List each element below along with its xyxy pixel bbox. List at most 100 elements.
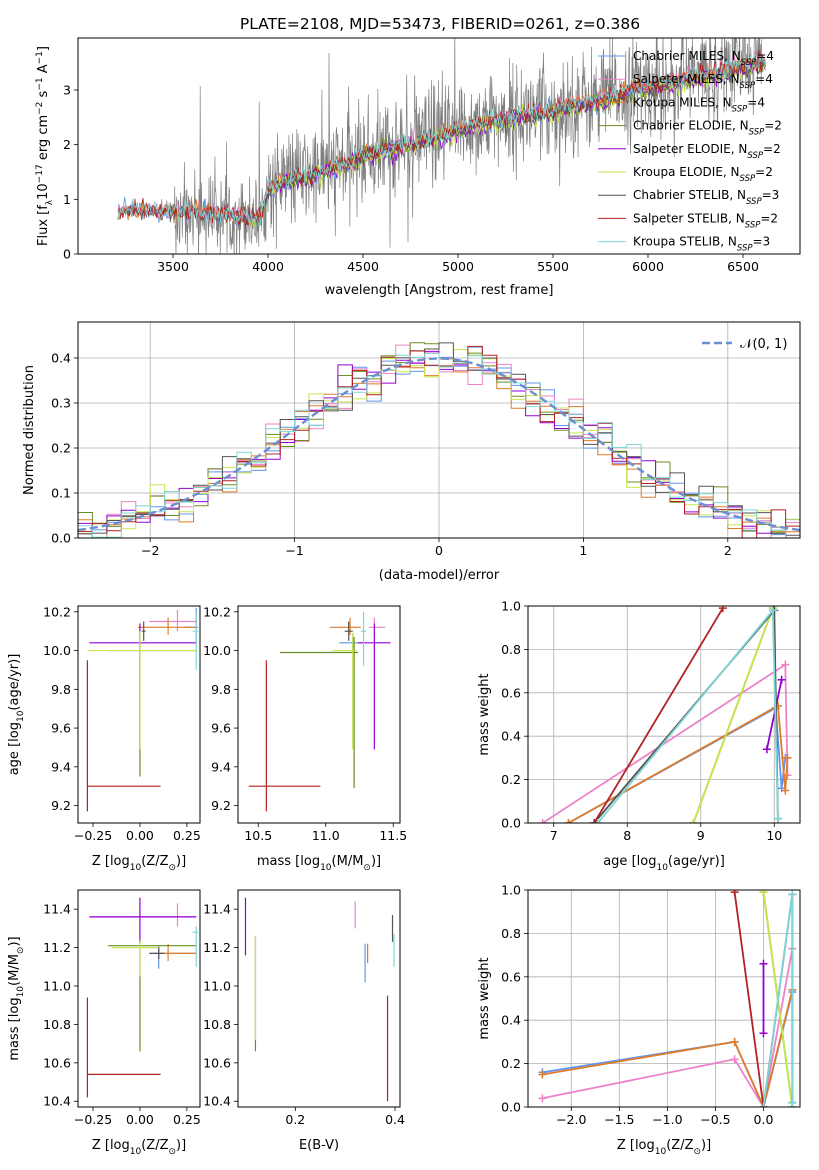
observed-spectrum xyxy=(117,38,762,254)
weight-point xyxy=(730,890,739,897)
x-tick-label: 0.00 xyxy=(126,1112,154,1127)
errorbar-salpeter-stelib xyxy=(86,997,161,1098)
weight-line xyxy=(542,948,794,1107)
weight-line xyxy=(597,607,779,823)
x-tick-label: −1.0 xyxy=(652,1112,682,1127)
y-tick-label: 10.0 xyxy=(43,643,71,658)
errorbar-kroupa-stelib xyxy=(192,926,199,967)
x-axis-label-mass_z: Z [log10(Z/Z⊙)] xyxy=(92,1138,186,1157)
weight-point xyxy=(759,1029,768,1038)
x-tick-label: 0.00 xyxy=(126,828,154,843)
y-tick-label: 9.4 xyxy=(51,759,71,774)
weight-point xyxy=(759,1103,768,1107)
x-tick-label: 8 xyxy=(623,828,631,843)
y-tick-label: 11.0 xyxy=(43,979,71,994)
errorbar-chabrier-stelib xyxy=(149,947,165,960)
y-tick-label: 9.2 xyxy=(51,798,71,813)
x-tick-label: 5500 xyxy=(537,259,569,274)
y-tick-label: 0.1 xyxy=(51,486,71,501)
weight-line xyxy=(542,989,794,1107)
y-tick-label: 0.3 xyxy=(51,396,71,411)
errorbar-salpeter-miles xyxy=(93,903,197,927)
x-axis-label-age_z: Z [log10(Z/Z⊙)] xyxy=(92,854,186,873)
x-axis-label-mass_ebv: E(B-V) xyxy=(299,1138,339,1153)
errorbar-kroupa-elodie xyxy=(87,631,197,750)
weight-series-salpeter-stelib xyxy=(590,606,727,823)
y-tick-label: 0.6 xyxy=(501,969,521,984)
x-tick-label: −1 xyxy=(285,543,303,558)
y-tick-label: 2 xyxy=(63,137,71,152)
axes-frame xyxy=(77,321,801,539)
axes-frame xyxy=(527,889,801,1108)
residual-histogram-kroupa-elodie xyxy=(78,349,800,538)
legend-entry: Kroupa MILES, NSSP=4 xyxy=(633,95,765,114)
weight-point xyxy=(783,753,792,762)
x-tick-label: −1.5 xyxy=(604,1112,634,1127)
panel-mass_z: −0.25 0.00 0.25 10.4 10.6 10.8 11.0 11.2 11.4 xyxy=(43,889,201,1127)
y-tick-label: 10.8 xyxy=(203,1017,231,1032)
axes-frame xyxy=(237,605,401,824)
x-tick-label: 7 xyxy=(550,828,558,843)
weight-point xyxy=(730,1037,739,1046)
y-tick-label: 9.8 xyxy=(211,682,231,697)
x-tick-label: 6000 xyxy=(632,259,664,274)
y-tick-label: 0 xyxy=(63,247,71,262)
y-tick-label: 9.2 xyxy=(211,798,231,813)
plot-area-weight_age xyxy=(538,606,792,823)
legend-entry: Kroupa ELODIE, NSSP=2 xyxy=(633,165,773,184)
weight-point xyxy=(759,890,768,897)
weight-point xyxy=(538,1070,547,1079)
x-axis-label-weight_z: Z [log10(Z/Z⊙)] xyxy=(617,1138,711,1157)
panel-mass_ebv: 0.2 0.4 10.4 10.6 10.8 11.0 11.2 11.4 xyxy=(203,889,405,1127)
y-tick-label: 10.6 xyxy=(203,1055,231,1070)
weight-point xyxy=(689,819,698,823)
y-tick-label: 10.6 xyxy=(43,1055,71,1070)
axes-frame xyxy=(77,605,201,824)
legend-entry: Chabrier STELIB, NSSP=3 xyxy=(633,188,779,207)
errorbar-chabrier-elodie xyxy=(279,637,359,789)
y-tick-label: 11.2 xyxy=(43,940,71,955)
x-tick-label: 2 xyxy=(724,543,732,558)
y-tick-label: 10.0 xyxy=(203,643,231,658)
errorbar-kroupa-elodie xyxy=(332,633,357,750)
plot-area-residuals xyxy=(78,342,800,538)
y-tick-label: 10.2 xyxy=(43,604,71,619)
weight-point xyxy=(788,1098,797,1107)
x-tick-label: −0.25 xyxy=(74,828,112,843)
errorbar-kroupa-miles xyxy=(329,617,361,636)
panel-weight_age: 7 8 9 10 0.0 0.2 0.4 0.6 0.8 1.0 xyxy=(501,599,801,843)
plot-area-age_mass xyxy=(248,611,391,812)
errorbar-kroupa-miles xyxy=(138,617,197,636)
x-tick-label: −2 xyxy=(141,543,159,558)
spectrum-legend: Chabrier MILES, NSSP=4 Salpeter MILES, NS… xyxy=(598,49,782,254)
weight-line xyxy=(733,892,765,1107)
y-tick-label: 0.4 xyxy=(501,729,521,744)
y-axis-label-spectrum: Flux [fλ10−17 erg cm−2 s−1 A−1] xyxy=(35,46,55,246)
weight-point xyxy=(730,1055,739,1064)
legend-entry: Salpeter ELODIE, NSSP=2 xyxy=(633,142,781,161)
y-tick-label: 9.6 xyxy=(51,721,71,736)
axes-frame xyxy=(77,37,801,255)
panel-spectrum: 3500 4000 4500 5000 5500 6000 6500 0 1 2 3 xyxy=(63,37,801,274)
errorbar-kroupa-miles xyxy=(158,943,197,962)
weight-series-kroupa-stelib xyxy=(593,606,782,823)
y-tick-label: 9.6 xyxy=(211,721,231,736)
legend-entry: Chabrier MILES, NSSP=4 xyxy=(633,49,774,68)
y-tick-label: 11.0 xyxy=(203,979,231,994)
model-spectrum-kroupa-stelib xyxy=(117,54,766,228)
y-tick-label: 11.4 xyxy=(203,902,231,917)
x-tick-label: 0.2 xyxy=(285,1112,305,1127)
weight-series-kroupa-miles xyxy=(564,701,792,823)
panel-weight_z: −2.0 −1.5 −1.0 −0.5 0.0 0.0 0.2 0.4 0.6 0.8 1.0 xyxy=(501,883,801,1127)
y-axis-label-mass_z: mass [log10(M/M⊙)] xyxy=(7,936,26,1060)
gauss-legend-label: 𝒩(0, 1) xyxy=(740,337,787,352)
panel-age_z: −0.25 0.00 0.25 9.2 9.4 9.6 9.8 10.0 10.2 xyxy=(43,604,201,843)
weight-point xyxy=(768,606,777,615)
y-tick-label: 0.2 xyxy=(51,441,71,456)
weight-point xyxy=(718,606,727,613)
y-tick-label: 1.0 xyxy=(501,883,521,898)
errorbar-salpeter-miles xyxy=(149,609,197,632)
x-tick-label: 9 xyxy=(697,828,705,843)
y-tick-label: 9.8 xyxy=(51,682,71,697)
plot-area-age_z xyxy=(86,607,199,812)
